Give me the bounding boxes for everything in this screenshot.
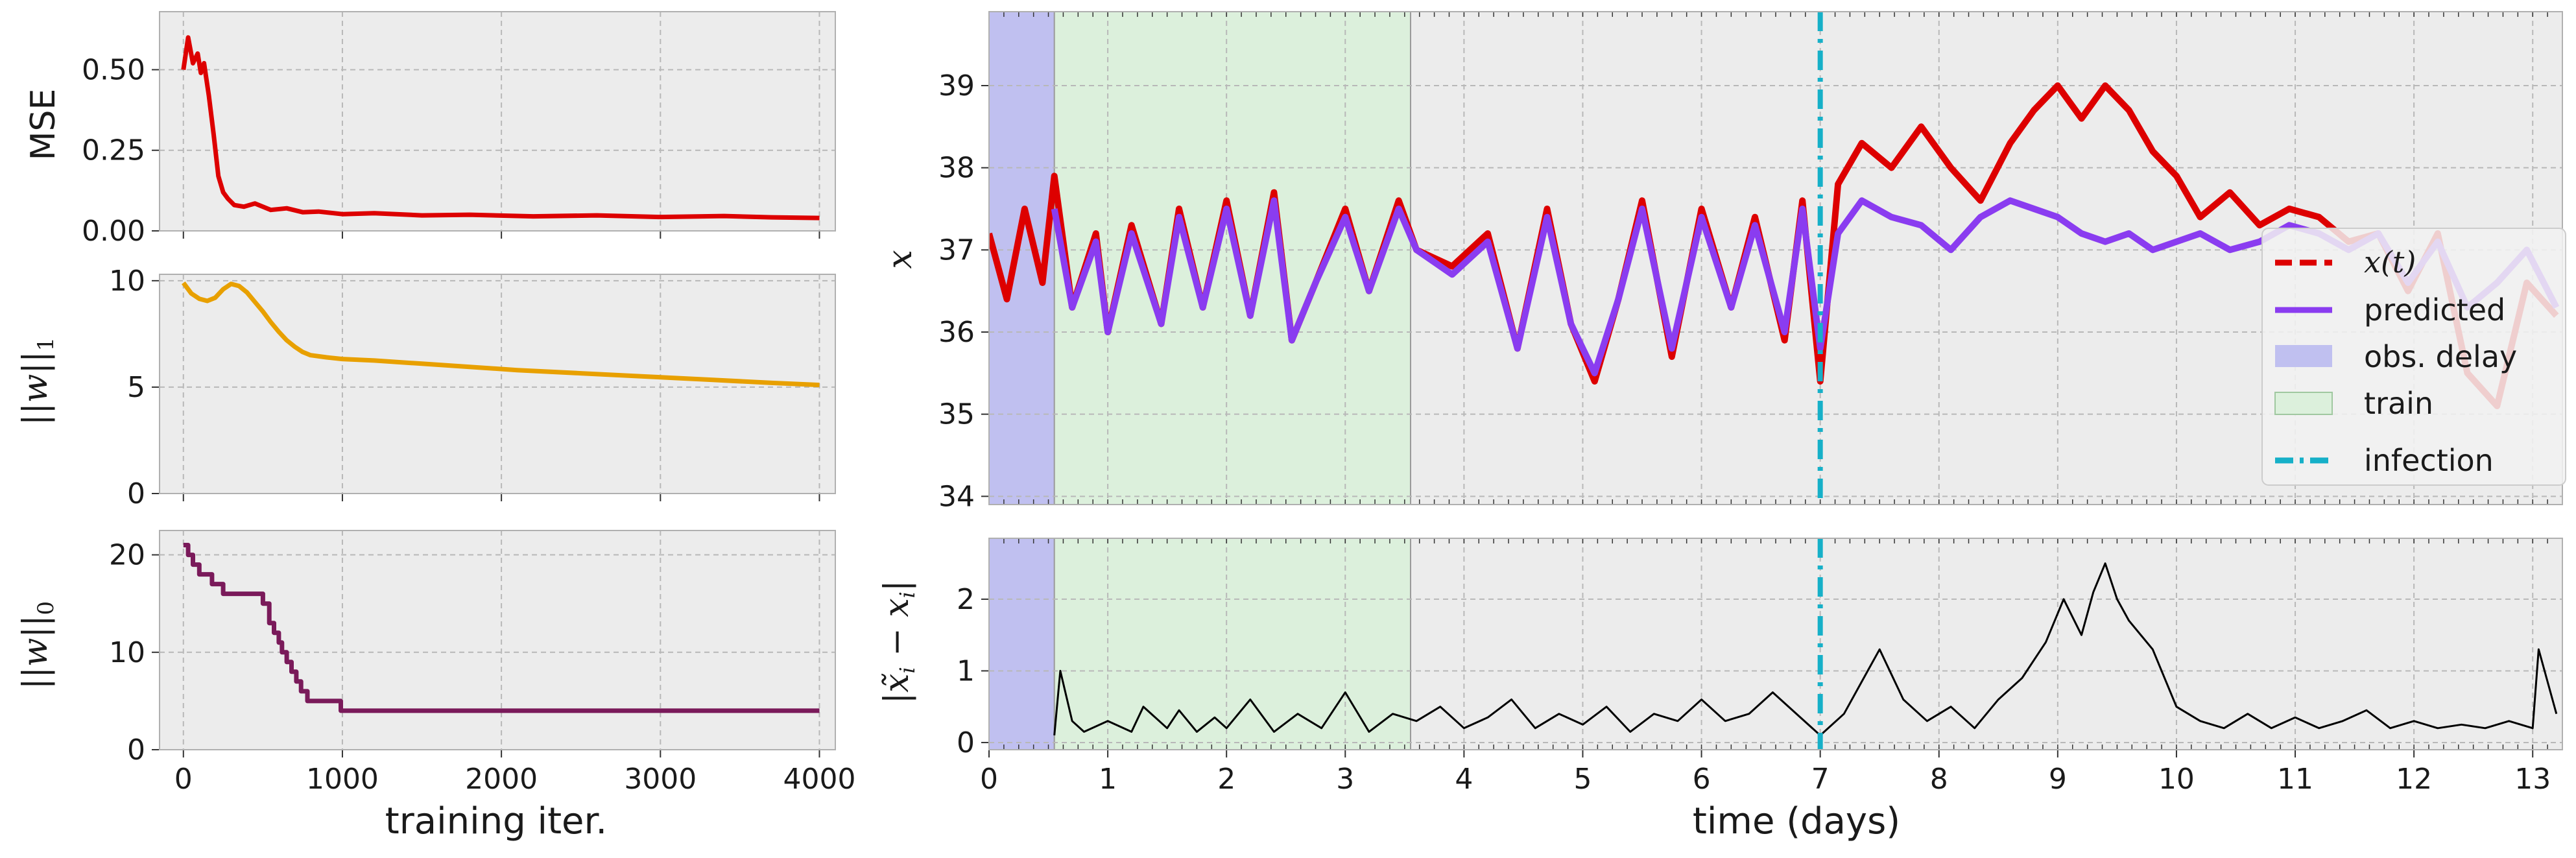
l1-norm-panel: 0 5 10	[109, 265, 836, 510]
mse-panel: 0.00 0.25 0.50	[82, 11, 836, 248]
x-tick-label: 4	[1455, 763, 1473, 796]
x-tick-label: 3000	[624, 763, 697, 796]
l0-ylabel: ||w||0	[16, 601, 59, 689]
y-tick-label: 20	[109, 539, 145, 572]
legend-swatch-obs-delay	[2275, 345, 2332, 367]
l0-norm-panel: 0 1000 2000 3000 4000 0 10 20	[109, 530, 855, 796]
plot-frame	[988, 538, 2563, 750]
legend-label-predicted: predicted	[2364, 292, 2505, 328]
x-tick-label: 2	[1217, 763, 1235, 796]
x-tick-label: 1	[1099, 763, 1117, 796]
y-tick-label: 35	[938, 398, 975, 431]
x-tick-label: 7	[1811, 763, 1830, 796]
y-tick-label: 0.25	[82, 134, 145, 167]
x-tick-label: 9	[2049, 763, 2067, 796]
series-line-mse	[181, 35, 820, 220]
x-tick-label: 5	[1573, 763, 1592, 796]
y-tick-label: 0	[957, 726, 975, 759]
plot-frame	[159, 530, 836, 750]
x-tick-label: 1000	[306, 763, 379, 796]
x-tick-label: 2000	[465, 763, 538, 796]
y-tick-label: 10	[109, 265, 145, 298]
y-tick-label: 37	[938, 233, 975, 267]
y-tick-label: 2	[957, 583, 975, 616]
l1-ylabel: ||w||1	[16, 337, 59, 425]
y-tick-label: 38	[938, 152, 975, 185]
x-tick-label: 6	[1693, 763, 1711, 796]
legend-label-x: x(t)	[2364, 244, 2416, 280]
plot-background	[160, 274, 835, 494]
y-tick-label: 36	[938, 316, 975, 349]
y-tick-label: 0.00	[82, 215, 145, 248]
mse-ylabel: MSE	[24, 89, 63, 161]
x-tick-label: 4000	[783, 763, 855, 796]
plot-frame	[159, 11, 836, 232]
err-xlabel: time (days)	[1693, 800, 1900, 842]
legend-box	[2261, 228, 2566, 486]
x-tick-label: 8	[1930, 763, 1948, 796]
y-tick-label: 0	[127, 733, 145, 767]
x-ylabel: x	[881, 250, 920, 268]
legend-label-train: train	[2364, 386, 2433, 421]
y-tick-label: 0.50	[82, 53, 145, 86]
err-ylabel: |x̃i − xi|	[877, 580, 920, 704]
x-tick-label: 10	[2158, 763, 2195, 796]
legend: x(t) predicted obs. delay train infectio…	[2261, 228, 2566, 486]
series-line-l1	[181, 281, 820, 388]
series-line-l0	[183, 543, 820, 713]
x-tick-label: 12	[2396, 763, 2432, 796]
plot-background	[160, 12, 835, 231]
x-tick-label: 13	[2514, 763, 2551, 796]
y-tick-label: 5	[127, 371, 145, 404]
y-tick-label: 1	[957, 654, 975, 687]
shaded-region-train	[1053, 538, 1411, 750]
legend-label-infection: infection	[2364, 443, 2494, 478]
x-tick-label: 0	[174, 763, 193, 796]
plot-frame	[159, 274, 836, 494]
shaded-region-obsdelay	[989, 538, 1055, 750]
legend-swatch-train	[2274, 392, 2333, 415]
y-tick-label: 34	[938, 480, 975, 513]
y-tick-label: 10	[109, 636, 145, 669]
y-tick-label: 39	[938, 69, 975, 102]
x-tick-label: 3	[1336, 763, 1354, 796]
shaded-region-train	[1053, 11, 1411, 505]
x-tick-label: 0	[980, 763, 998, 796]
legend-label-obs-delay: obs. delay	[2364, 339, 2517, 374]
l0-xlabel: training iter.	[385, 800, 607, 842]
x-tick-label: 11	[2277, 763, 2313, 796]
y-tick-label: 0	[127, 477, 145, 510]
plot-background	[160, 530, 835, 750]
series-line-err	[1053, 562, 2558, 737]
